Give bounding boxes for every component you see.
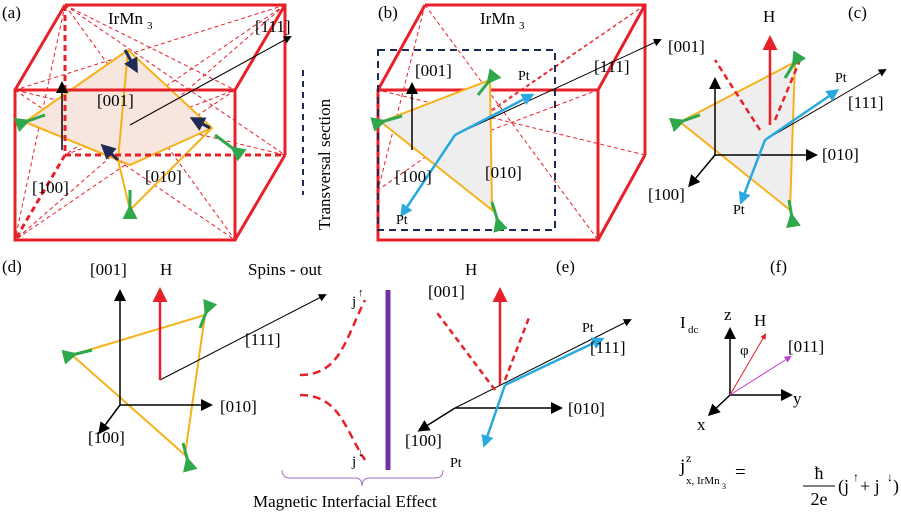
direction: [001] (90, 260, 127, 279)
axis-label: z (724, 305, 732, 324)
direction: [111] (848, 93, 884, 112)
formula-part: 2e (811, 489, 828, 509)
direction: [111] (245, 330, 281, 349)
field-label: H (763, 7, 775, 26)
direction: [111] (594, 57, 630, 76)
direction: [100] (395, 167, 432, 186)
spin-down-sup: ↓ (358, 447, 364, 459)
direction: [010] (145, 167, 182, 186)
direction: [100] (648, 185, 685, 204)
pt-label: Pt (396, 213, 408, 228)
direction: [001] (428, 282, 465, 301)
formula-part: ) (893, 476, 899, 497)
pt-label: Pt (582, 321, 594, 336)
material-sub: 3 (519, 20, 525, 32)
shape (455, 320, 630, 408)
shape (215, 135, 235, 150)
shape (789, 200, 792, 218)
axis-label: y (793, 389, 802, 408)
shape (300, 300, 365, 460)
angle-label: φ (740, 343, 749, 359)
direction: [111] (590, 338, 626, 357)
material-sub: 3 (147, 20, 153, 32)
panel-e-drawing (420, 292, 630, 443)
formula-part: 3 (722, 482, 726, 491)
formula-part: x, IrMn (686, 475, 720, 487)
panel-label: (c) (848, 3, 867, 22)
caption: Magnetic Interfacial Effect (253, 492, 437, 511)
panel-label: (f) (770, 257, 787, 276)
figure: (a) IrMn 3 [111] [001] [100] [010] Transversal … (0, 0, 901, 521)
panel-title: Spins - out (248, 260, 322, 279)
current-label: I (680, 313, 686, 332)
direction: [111] (255, 17, 291, 36)
shape (381, 80, 492, 210)
direction: [011] (788, 337, 824, 356)
shape (505, 340, 600, 385)
pt-label: Pt (733, 203, 745, 218)
shape (710, 395, 730, 414)
spin-down: j (351, 454, 356, 470)
panel-c-drawing (680, 40, 885, 218)
formula-part: = (735, 462, 746, 483)
panel-b-drawing (378, 5, 660, 240)
direction: [100] (88, 428, 125, 447)
material: IrMn (480, 9, 515, 28)
direction: [100] (32, 178, 69, 197)
material: IrMn (108, 9, 143, 28)
shape (72, 350, 92, 355)
panel-label: (d) (2, 257, 22, 276)
shape (492, 202, 498, 222)
direction: [100] (405, 431, 442, 450)
panel-label: (b) (378, 3, 398, 22)
panel-label: (e) (556, 257, 575, 276)
shape (690, 155, 715, 185)
formula-part: ↑ (853, 470, 859, 484)
pt-label: Pt (518, 69, 530, 84)
shape (485, 385, 505, 443)
formula-part: + j (860, 476, 880, 496)
formula-part: j (679, 456, 685, 477)
spin-up-sup: ↑ (358, 287, 364, 299)
shape (282, 470, 443, 486)
formula-part: z (686, 451, 691, 465)
shape (680, 62, 795, 210)
field-label: H (465, 260, 477, 279)
axis-label: x (697, 415, 706, 434)
shape (730, 357, 790, 395)
field-label: H (754, 311, 766, 330)
formula-part: ħ (815, 463, 824, 483)
formula-part: (j (838, 476, 849, 497)
direction: [010] (568, 399, 605, 418)
panel-label: (a) (2, 3, 21, 22)
direction: [010] (485, 163, 522, 182)
direction: [010] (220, 397, 257, 416)
panel-a-drawing (15, 5, 290, 240)
pt-label: Pt (835, 71, 847, 86)
direction: [010] (822, 145, 859, 164)
shape (420, 408, 455, 430)
direction: [001] (97, 91, 134, 110)
direction: [001] (415, 61, 452, 80)
current-sub: dc (688, 324, 699, 336)
shape (160, 295, 325, 380)
spin-up: j (351, 294, 356, 310)
section-label: Transversal section (315, 98, 334, 230)
field-label: H (160, 260, 172, 279)
direction: [001] (668, 37, 705, 56)
pt-label: Pt (450, 456, 462, 471)
